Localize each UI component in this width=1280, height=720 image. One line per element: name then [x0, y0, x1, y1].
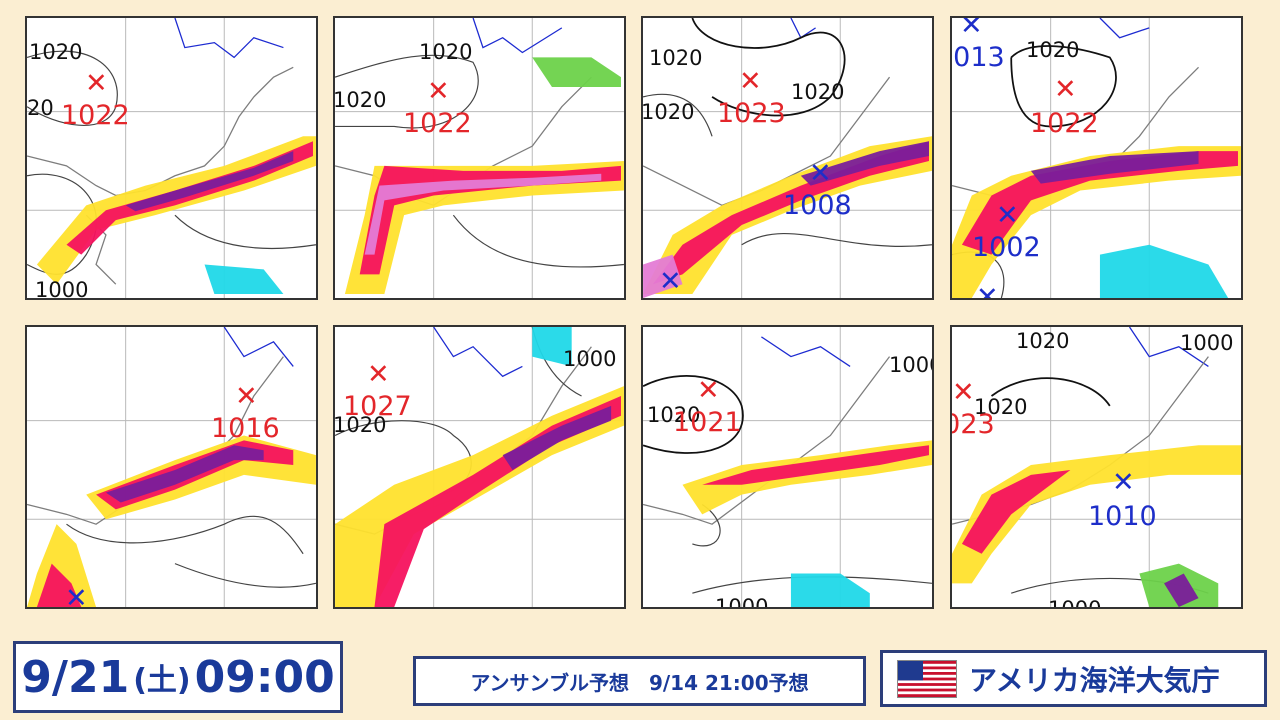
isobar-label: 20	[27, 96, 54, 120]
issued-time: 9/14 21:00予想	[648, 670, 809, 695]
high-pressure-value: 1023	[717, 98, 786, 129]
high-pressure-marker-icon: ✕	[697, 375, 720, 406]
map-7	[643, 327, 932, 607]
isobar-label: 1020	[649, 46, 703, 70]
isobar-label: 1020	[333, 413, 387, 437]
high-pressure-value: 1022	[61, 100, 130, 131]
isobar-label: 1020	[333, 88, 387, 112]
high-pressure-value: 1016	[211, 413, 280, 444]
high-pressure-value: 1022	[403, 108, 472, 139]
forecast-date: 9/21	[21, 651, 130, 703]
source-box: アメリカ海洋大気庁	[880, 650, 1267, 707]
map-3	[643, 18, 932, 298]
low-pressure-marker-icon: ✕	[976, 282, 999, 300]
map-4	[952, 18, 1241, 298]
forecast-info: アンサンブル予想 9/14 21:00予想	[413, 656, 866, 706]
isobar-label: 1000	[889, 353, 932, 377]
low-pressure-marker-icon: ✕	[809, 158, 832, 189]
high-pressure-marker-icon: ✕	[952, 377, 975, 408]
ensemble-panel-6: 1020 1000 ✕ 1027	[333, 325, 626, 609]
forecast-time: 09:00	[194, 651, 335, 703]
forecast-datetime: 9/21 (土) 09:00	[13, 641, 343, 713]
low-pressure-marker-icon: ✕	[996, 200, 1019, 231]
ensemble-panel-8: 1020 1000 1020 1000 ✕ 1023 ✕ 1010	[950, 325, 1243, 609]
map-2	[335, 18, 624, 298]
map-5	[27, 327, 316, 607]
isobar-label: 1000	[1180, 331, 1234, 355]
ensemble-panel-4: 1020 ✕ 1013 ✕ 1022 ✕ 1002 ✕ 1003	[950, 16, 1243, 300]
ensemble-panel-3: 1020 1020 1020 ✕ 1023 ✕ 1008 ✕ 1003	[641, 16, 934, 300]
high-pressure-marker-icon: ✕	[85, 68, 108, 99]
low-pressure-marker-icon: ✕	[65, 583, 88, 609]
forecast-weekday: (土)	[133, 663, 191, 698]
high-pressure-marker-icon: ✕	[427, 76, 450, 107]
high-pressure-marker-icon: ✕	[367, 359, 390, 390]
isobar-label: 1020	[974, 395, 1028, 419]
high-pressure-value: 1023	[952, 409, 995, 440]
ensemble-panel-7: 1020 1000 1000 ✕ 1021	[641, 325, 934, 609]
high-pressure-value: 1021	[673, 407, 742, 438]
low-pressure-value: 1002	[972, 232, 1041, 263]
low-pressure-value: 1013	[952, 42, 1005, 73]
isobar-label: 1000	[35, 278, 89, 300]
isobar-label: 1020	[29, 40, 83, 64]
high-pressure-marker-icon: ✕	[1054, 74, 1077, 105]
source-name: アメリカ海洋大気庁	[969, 663, 1220, 697]
isobar-label: 1000	[1048, 597, 1102, 609]
map-6	[335, 327, 624, 607]
low-pressure-marker-icon: ✕	[960, 16, 983, 41]
ensemble-label: アンサンブル予想	[470, 670, 629, 695]
high-pressure-marker-icon: ✕	[739, 66, 762, 97]
map-1	[27, 18, 316, 298]
map-8	[952, 327, 1241, 607]
high-pressure-value: 1027	[343, 391, 412, 422]
isobar-label: 1020	[1016, 329, 1070, 353]
isobar-label: 1020	[641, 100, 695, 124]
high-pressure-value: 1022	[1030, 108, 1099, 139]
isobar-label: 1020	[419, 40, 473, 64]
ensemble-panel-2: 1020 1020 ✕ 1022	[333, 16, 626, 300]
isobar-label: 1020	[1026, 38, 1080, 62]
isobar-label: 1020	[791, 80, 845, 104]
low-pressure-marker-icon: ✕	[659, 266, 682, 297]
ensemble-panel-5: ✕ 1016 ✕ 1000	[25, 325, 318, 609]
isobar-label: 1000	[563, 347, 617, 371]
low-pressure-value: 1010	[1088, 501, 1157, 532]
isobar-label: 1020	[647, 403, 701, 427]
high-pressure-marker-icon: ✕	[235, 381, 258, 412]
low-pressure-value: 1008	[783, 190, 852, 221]
isobar-label: 1000	[715, 595, 769, 609]
ensemble-panel-1: 1020 20 1000 ✕ 1022	[25, 16, 318, 300]
us-flag-icon	[897, 659, 957, 698]
low-pressure-marker-icon: ✕	[1112, 467, 1135, 498]
